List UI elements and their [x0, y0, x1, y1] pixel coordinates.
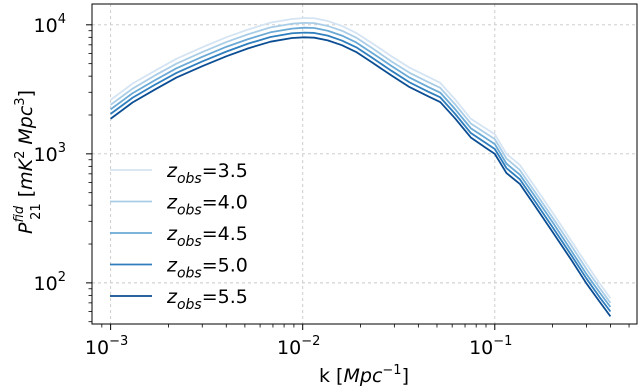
- x-tick-label: 10−3: [85, 334, 128, 359]
- series-line-z4.5: [110, 26, 612, 308]
- x-tick-label: 10−1: [469, 334, 512, 359]
- legend-item: zobs=5.5: [110, 286, 248, 313]
- series-group: [110, 17, 612, 317]
- x-axis-label: k [Mpc−1]: [319, 363, 409, 387]
- legend: zobs=3.5 zobs=4.0 zobs=4.5 zobs=5.0 zobs=5.5: [110, 160, 248, 313]
- series-line-z5.5: [110, 36, 612, 317]
- legend-label: zobs=4.5: [166, 223, 248, 250]
- y-tick-label: 102: [34, 270, 66, 295]
- grid: [92, 4, 637, 324]
- legend-label: zobs=3.5: [166, 160, 248, 187]
- series-line-z3.5: [110, 17, 612, 299]
- legend-label: zobs=4.0: [166, 192, 248, 219]
- legend-item: zobs=4.5: [110, 223, 248, 250]
- legend-label: zobs=5.5: [166, 286, 248, 313]
- series-line-z5.0: [110, 31, 612, 313]
- y-tick-label: 104: [34, 12, 66, 37]
- y-axis-label: Pfid 21 [mK2 Mpc3]: [12, 90, 44, 234]
- legend-item: zobs=5.0: [110, 255, 248, 282]
- x-tick-label: 10−2: [277, 334, 320, 359]
- plot-frame: [91, 3, 638, 325]
- legend-label: zobs=5.0: [166, 255, 248, 282]
- ticks: 10−3 10−2 10−1 102 103 104: [34, 12, 630, 359]
- y-tick-label: 103: [34, 141, 66, 166]
- legend-item: zobs=3.5: [110, 160, 248, 187]
- legend-item: zobs=4.0: [110, 192, 248, 219]
- series-line-z4.0: [110, 21, 612, 304]
